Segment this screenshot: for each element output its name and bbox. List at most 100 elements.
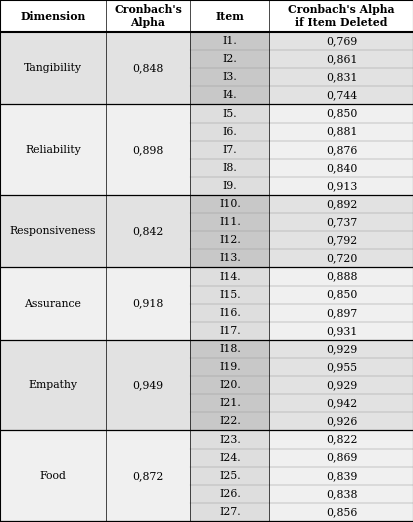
Bar [268, 250, 413, 267]
Bar [268, 322, 413, 340]
Bar [190, 412, 268, 431]
Bar [105, 431, 190, 521]
Text: 0,926: 0,926 [325, 417, 356, 426]
Bar [0, 104, 105, 195]
Text: 0,881: 0,881 [325, 127, 356, 137]
Bar [190, 104, 268, 123]
Text: I26.: I26. [218, 489, 240, 499]
Bar [105, 340, 190, 431]
Bar [190, 140, 268, 159]
Bar [268, 448, 413, 467]
Bar [268, 140, 413, 159]
Text: 0,876: 0,876 [325, 145, 356, 155]
Text: I25.: I25. [218, 471, 240, 481]
Bar [268, 123, 413, 140]
Text: I13.: I13. [218, 253, 240, 264]
Text: 0,897: 0,897 [325, 308, 356, 318]
Text: I21.: I21. [218, 398, 240, 408]
Text: Item: Item [215, 10, 244, 21]
Bar [190, 358, 268, 376]
Bar [190, 195, 268, 213]
Text: 0,769: 0,769 [325, 36, 356, 46]
Bar [105, 195, 190, 267]
Text: I5.: I5. [222, 109, 237, 118]
Text: 0,931: 0,931 [325, 326, 356, 336]
Bar [268, 503, 413, 521]
Bar [268, 286, 413, 304]
Text: 0,913: 0,913 [325, 181, 356, 191]
Text: 0,831: 0,831 [325, 72, 356, 82]
Text: 0,942: 0,942 [325, 398, 356, 408]
Text: I4.: I4. [222, 90, 237, 100]
Bar [268, 159, 413, 177]
Bar [190, 503, 268, 521]
Bar [0, 267, 105, 340]
Bar [190, 340, 268, 358]
Bar [0, 340, 105, 431]
Bar [190, 267, 268, 286]
Bar [190, 213, 268, 231]
Text: 0,949: 0,949 [132, 380, 163, 390]
Bar [268, 485, 413, 503]
Bar [0, 195, 105, 267]
Bar [268, 32, 413, 50]
Text: I2.: I2. [222, 54, 237, 64]
Bar [190, 177, 268, 195]
Text: 0,869: 0,869 [325, 453, 356, 462]
Bar [190, 467, 268, 485]
Text: 0,888: 0,888 [325, 271, 356, 281]
Bar [268, 358, 413, 376]
Bar [190, 231, 268, 250]
Bar [190, 394, 268, 412]
Text: I8.: I8. [222, 163, 237, 173]
Bar [190, 485, 268, 503]
Text: 0,744: 0,744 [325, 90, 356, 100]
Text: Reliability: Reliability [25, 145, 81, 155]
Text: Food: Food [39, 471, 66, 481]
Text: 0,792: 0,792 [325, 235, 356, 245]
Bar [190, 86, 268, 104]
Bar [268, 213, 413, 231]
Text: I12.: I12. [218, 235, 240, 245]
Text: 0,898: 0,898 [132, 145, 163, 155]
Text: I11.: I11. [218, 217, 240, 227]
Bar [268, 231, 413, 250]
Text: I16.: I16. [218, 308, 240, 318]
Bar [268, 104, 413, 123]
Text: 0,929: 0,929 [325, 380, 356, 390]
Bar [268, 304, 413, 322]
Text: 0,737: 0,737 [325, 217, 356, 227]
Text: 0,918: 0,918 [132, 299, 163, 309]
Bar [190, 159, 268, 177]
Text: I7.: I7. [222, 145, 237, 155]
Text: I24.: I24. [218, 453, 240, 462]
Bar [268, 412, 413, 431]
Bar [190, 123, 268, 140]
Text: 0,848: 0,848 [132, 63, 163, 73]
Bar [190, 250, 268, 267]
Text: I22.: I22. [218, 417, 240, 426]
Text: Responsiveness: Responsiveness [9, 226, 96, 236]
Bar [190, 286, 268, 304]
Text: I18.: I18. [218, 344, 240, 354]
Bar [0, 431, 105, 521]
Bar [268, 394, 413, 412]
Text: I10.: I10. [218, 199, 240, 209]
Bar [190, 304, 268, 322]
Text: Cronbach's Alpha
if Item Deleted: Cronbach's Alpha if Item Deleted [287, 4, 394, 28]
Text: 0,856: 0,856 [325, 507, 356, 517]
Text: I3.: I3. [222, 72, 237, 82]
Bar [268, 431, 413, 448]
Text: 0,850: 0,850 [325, 290, 356, 300]
Bar [190, 322, 268, 340]
Text: 0,839: 0,839 [325, 471, 356, 481]
Text: I27.: I27. [218, 507, 240, 517]
Text: 0,955: 0,955 [325, 362, 356, 372]
Text: 0,840: 0,840 [325, 163, 356, 173]
Text: 0,929: 0,929 [325, 344, 356, 354]
Text: Dimension: Dimension [20, 10, 85, 21]
Text: Tangibility: Tangibility [24, 63, 82, 73]
Text: 0,720: 0,720 [325, 253, 356, 264]
Text: I15.: I15. [218, 290, 240, 300]
Bar [268, 195, 413, 213]
